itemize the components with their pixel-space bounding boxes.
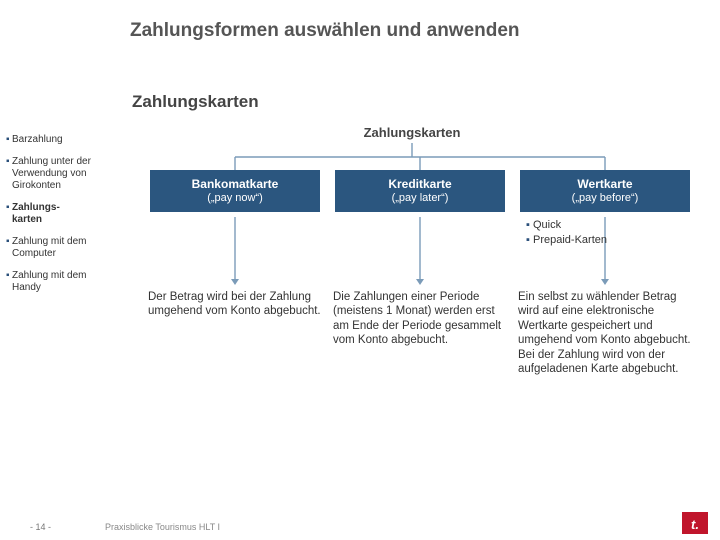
wertkarte-sublist: ▪Quick▪Prepaid-Karten <box>526 218 607 248</box>
footer-text: Praxisblicke Tourismus HLT I <box>105 522 220 532</box>
slide: Zahlungsformen auswählen und anwenden Za… <box>0 0 720 540</box>
card-type-box: Wertkarte(„pay before“) <box>520 170 690 212</box>
sidebar-item[interactable]: ▪Zahlungs- karten <box>6 202 98 226</box>
box-subtitle: („pay now“) <box>150 192 320 205</box>
box-subtitle: („pay before“) <box>520 192 690 205</box>
footer: - 14 - Praxisblicke Tourismus HLT I t. <box>0 514 720 540</box>
sidebar-item-label: Zahlungs- karten <box>12 202 98 226</box>
card-type-box: Kreditkarte(„pay later“) <box>335 170 505 212</box>
box-title: Kreditkarte <box>335 177 505 191</box>
sidebar-item-label: Barzahlung <box>12 134 98 146</box>
card-description: Der Betrag wird bei der Zahlung umgehend… <box>148 290 323 319</box>
page-title: Zahlungsformen auswählen und anwenden <box>130 20 520 42</box>
sidebar-item[interactable]: ▪Barzahlung <box>6 134 98 146</box>
box-subtitle: („pay later“) <box>335 192 505 205</box>
sidebar-item-label: Zahlung mit dem Handy <box>12 270 98 294</box>
sidebar-item[interactable]: ▪Zahlung mit dem Handy <box>6 270 98 294</box>
list-item: ▪Prepaid-Karten <box>526 233 607 248</box>
bullet-icon: ▪ <box>526 218 533 233</box>
list-item-label: Prepaid-Karten <box>533 233 607 248</box>
page-number: - 14 - <box>30 522 51 532</box>
sidebar: ▪Barzahlung ▪Zahlung unter der Verwendung… <box>6 134 98 304</box>
diagram: Zahlungskarten Bankomatkarte(„pay now“)K… <box>132 125 692 445</box>
content-area: Zahlungskarten Bankomatkarte(„pay now“)K… <box>132 125 692 445</box>
bullet-icon: ▪ <box>526 233 533 248</box>
list-item-label: Quick <box>533 218 561 233</box>
sidebar-item[interactable]: ▪Zahlung mit dem Computer <box>6 236 98 260</box>
box-title: Wertkarte <box>520 177 690 191</box>
sidebar-item-label: Zahlung unter der Verwendung von Girokon… <box>12 156 98 192</box>
card-type-box: Bankomatkarte(„pay now“) <box>150 170 320 212</box>
brand-logo: t. <box>682 512 708 534</box>
sidebar-item[interactable]: ▪Zahlung unter der Verwendung von Giroko… <box>6 156 98 192</box>
list-item: ▪Quick <box>526 218 607 233</box>
card-description: Die Zahlungen einer Periode (meistens 1 … <box>333 290 508 348</box>
card-description: Ein selbst zu wählender Betrag wird auf … <box>518 290 693 376</box>
sidebar-item-label: Zahlung mit dem Computer <box>12 236 98 260</box>
page-subtitle: Zahlungskarten <box>132 92 259 112</box>
box-title: Bankomatkarte <box>150 177 320 191</box>
